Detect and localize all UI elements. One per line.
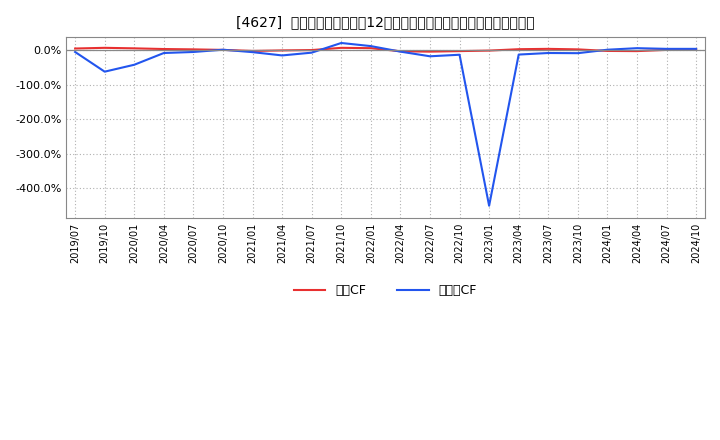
営業CF	[603, 48, 612, 54]
フリーCF	[337, 40, 346, 46]
営業CF	[100, 45, 109, 51]
営業CF	[160, 46, 168, 51]
営業CF	[426, 49, 434, 54]
営業CF	[248, 48, 257, 54]
Line: フリーCF: フリーCF	[75, 43, 696, 206]
フリーCF	[514, 52, 523, 57]
フリーCF	[366, 44, 375, 49]
フリーCF	[307, 50, 316, 55]
フリーCF	[100, 69, 109, 74]
フリーCF	[485, 203, 493, 209]
フリーCF	[396, 49, 405, 54]
営業CF	[574, 47, 582, 52]
営業CF	[662, 47, 671, 52]
営業CF	[219, 47, 228, 52]
営業CF	[692, 46, 701, 51]
Legend: 営業CF, フリーCF: 営業CF, フリーCF	[289, 279, 482, 302]
Title: [4627]  キャッシュフローの12か月移動合計の対前年同期増減率の推移: [4627] キャッシュフローの12か月移動合計の対前年同期増減率の推移	[236, 15, 535, 29]
フリーCF	[426, 54, 434, 59]
営業CF	[130, 46, 138, 51]
営業CF	[485, 48, 493, 53]
フリーCF	[248, 50, 257, 55]
フリーCF	[662, 46, 671, 51]
フリーCF	[574, 51, 582, 56]
フリーCF	[544, 50, 552, 55]
営業CF	[307, 48, 316, 53]
営業CF	[396, 49, 405, 54]
フリーCF	[633, 45, 642, 51]
営業CF	[455, 48, 464, 54]
営業CF	[189, 47, 198, 52]
フリーCF	[219, 47, 228, 52]
フリーCF	[692, 46, 701, 51]
フリーCF	[71, 49, 79, 55]
営業CF	[337, 45, 346, 51]
営業CF	[366, 45, 375, 51]
営業CF	[514, 47, 523, 52]
フリーCF	[189, 49, 198, 55]
フリーCF	[278, 53, 287, 58]
Line: 営業CF: 営業CF	[75, 48, 696, 51]
フリーCF	[130, 62, 138, 67]
フリーCF	[160, 50, 168, 55]
営業CF	[71, 46, 79, 51]
フリーCF	[455, 52, 464, 57]
営業CF	[278, 48, 287, 53]
営業CF	[544, 46, 552, 51]
フリーCF	[603, 47, 612, 52]
営業CF	[633, 48, 642, 54]
